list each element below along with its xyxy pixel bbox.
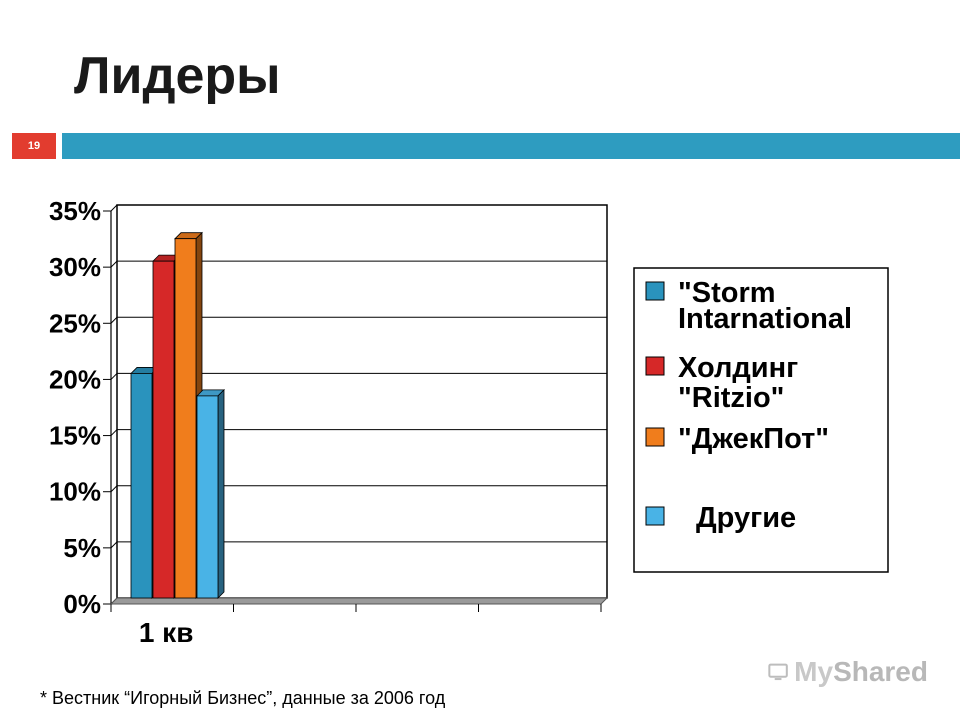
grid-side <box>110 316 118 324</box>
y-tick-label: 30% <box>49 252 101 282</box>
legend-swatch <box>645 506 665 526</box>
legend-swatch <box>645 281 665 301</box>
page-number: 19 <box>27 140 41 152</box>
page-number-badge: 19 <box>12 133 56 159</box>
bar-side <box>217 388 225 599</box>
bar <box>174 238 197 599</box>
grid-side <box>110 260 118 268</box>
y-tick-label: 15% <box>49 421 101 451</box>
grid-side <box>110 541 118 549</box>
grid-side <box>110 429 118 436</box>
legend-label: Холдинг <box>678 352 798 384</box>
y-tick-label: 5% <box>63 533 101 563</box>
y-tick-label: 25% <box>49 308 101 338</box>
legend-label: "ДжекПот" <box>678 423 829 455</box>
legend-label: "Storm <box>678 277 776 309</box>
monitor-icon <box>768 663 788 681</box>
slide-title: Лидеры <box>74 47 281 105</box>
grid-side <box>110 373 118 380</box>
chart-floor <box>109 597 609 605</box>
y-tick-label: 10% <box>49 477 101 507</box>
source-note: * Вестник “Игорный Бизнес”, данные за 20… <box>40 688 446 708</box>
y-tick-label: 0% <box>63 589 101 619</box>
legend-label: "Ritzio" <box>678 382 784 414</box>
legend-swatch <box>645 356 665 376</box>
bar-chart: 0% 5% 10% 15% 20% 25% 30% 35% 1 кв "StormIntarnat… <box>49 196 889 648</box>
bar <box>152 260 175 599</box>
brand-text: MyShared <box>794 656 928 687</box>
legend-label: Другие <box>696 502 796 534</box>
grid-side <box>110 485 118 493</box>
title-underline-band <box>62 133 960 159</box>
y-tick-label: 20% <box>49 364 101 394</box>
legend-box <box>633 267 889 573</box>
y-tick-label: 35% <box>49 196 101 226</box>
bar <box>130 373 153 599</box>
legend-label: Intarnational <box>678 303 852 335</box>
legend-swatch <box>645 427 665 447</box>
grid-side <box>110 204 118 212</box>
brand-logo: MyShared <box>768 652 928 692</box>
x-tick-label: 1 кв <box>139 617 194 648</box>
bar <box>196 395 219 599</box>
